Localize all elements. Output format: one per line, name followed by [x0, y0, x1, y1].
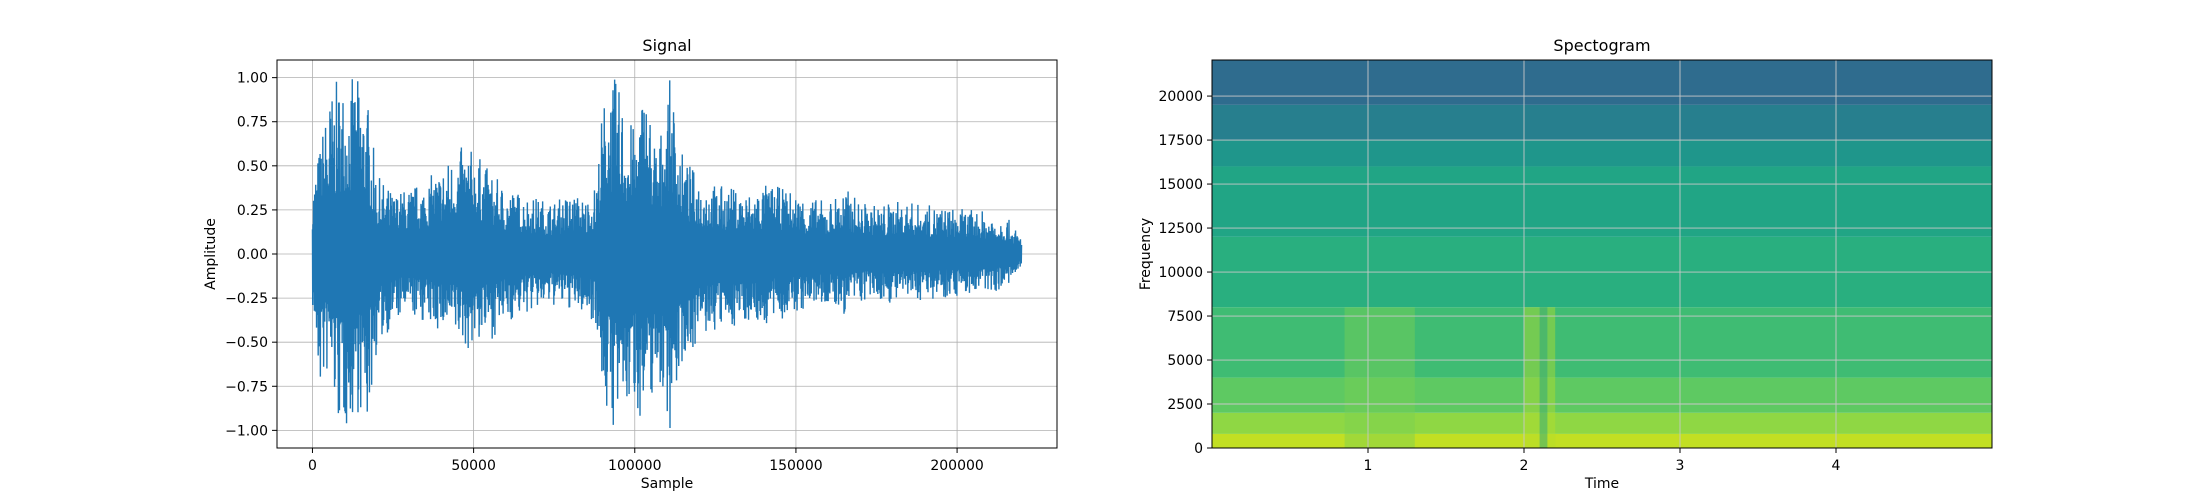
- spectrogram-x-tick-label: 4: [1832, 458, 1841, 474]
- signal-x-tick-label: 0: [308, 458, 317, 474]
- spectrogram-x-tick-label: 1: [1364, 458, 1373, 474]
- spectrogram-y-tick-label: 5000: [1167, 353, 1203, 369]
- spectrogram-event: [1524, 307, 1556, 448]
- signal-y-tick-label: −0.50: [225, 335, 268, 351]
- spectrogram-y-tick-label: 10000: [1158, 265, 1203, 281]
- signal-y-tick-label: −0.75: [225, 379, 268, 395]
- signal-x-tick-label: 100000: [608, 458, 661, 474]
- spectrogram-y-tick-label: 7500: [1167, 309, 1203, 325]
- spectrogram-event: [1344, 307, 1415, 448]
- signal-y-tick-label: 1.00: [237, 71, 268, 87]
- spectrogram-y-tick-label: 17500: [1158, 133, 1203, 149]
- spectrogram-band: [1212, 433, 1992, 448]
- signal-x-ticks: 0 50000 100000 150000 200000: [308, 448, 984, 474]
- signal-title: Signal: [642, 36, 691, 55]
- spectrogram-x-label: Time: [1584, 476, 1619, 492]
- spectrogram-y-tick-label: 15000: [1158, 177, 1203, 193]
- spectrogram-band: [1212, 307, 1992, 378]
- signal-x-tick-label: 200000: [930, 458, 983, 474]
- spectrogram-y-ticks: 0 2500 5000 7500 10000 12500 15000 17500 20000: [1158, 89, 1212, 457]
- spectrogram-band: [1212, 140, 1992, 167]
- signal-chart: 0 50000 100000 150000 200000 −1.00 −0.75 −0.50…: [203, 36, 1058, 492]
- spectrogram-y-label: Frequency: [1138, 218, 1154, 290]
- signal-y-tick-label: 0.75: [237, 115, 268, 131]
- spectrogram-event: [1539, 307, 1548, 448]
- signal-y-tick-label: 0.00: [237, 247, 268, 263]
- signal-x-tick-label: 50000: [451, 458, 496, 474]
- signal-y-tick-label: −1.00: [225, 423, 268, 439]
- signal-x-label: Sample: [641, 476, 694, 492]
- signal-x-tick-label: 150000: [769, 458, 822, 474]
- spectrogram-x-tick-label: 2: [1520, 458, 1529, 474]
- spectrogram-y-tick-label: 12500: [1158, 221, 1203, 237]
- signal-y-ticks: −1.00 −0.75 −0.50 −0.25 0.00 0.25 0.50 0.75 1.00: [225, 71, 277, 439]
- spectrogram-band: [1212, 166, 1992, 237]
- signal-y-tick-label: −0.25: [225, 291, 268, 307]
- spectrogram-x-ticks: 1 2 3 4: [1364, 448, 1841, 474]
- signal-y-tick-label: 0.50: [237, 159, 268, 175]
- signal-series-line: [311, 79, 1023, 429]
- spectrogram-band: [1212, 412, 1992, 434]
- spectrogram-axes-frame: [1211, 59, 1993, 449]
- spectrogram-y-tick-label: 0: [1194, 441, 1203, 457]
- signal-waveform: [311, 79, 1023, 429]
- spectrogram-y-tick-label: 2500: [1167, 397, 1203, 413]
- signal-y-label: Amplitude: [203, 218, 219, 290]
- spectrogram-band: [1212, 104, 1992, 141]
- signal-y-tick-label: 0.25: [237, 203, 268, 219]
- spectrogram-grid: [1212, 60, 1992, 449]
- spectrogram-y-tick-label: 20000: [1158, 89, 1203, 105]
- spectrogram-x-tick-label: 3: [1676, 458, 1685, 474]
- spectrogram-chart: 1 2 3 4 0 2500 5000 7500 10000 12500 15000 17500 20…: [1138, 36, 1993, 492]
- spectrogram-title: Spectogram: [1553, 36, 1650, 55]
- spectrogram-heatmap: [1212, 60, 1992, 448]
- spectrogram-band: [1212, 60, 1992, 105]
- spectrogram-band: [1212, 377, 1992, 413]
